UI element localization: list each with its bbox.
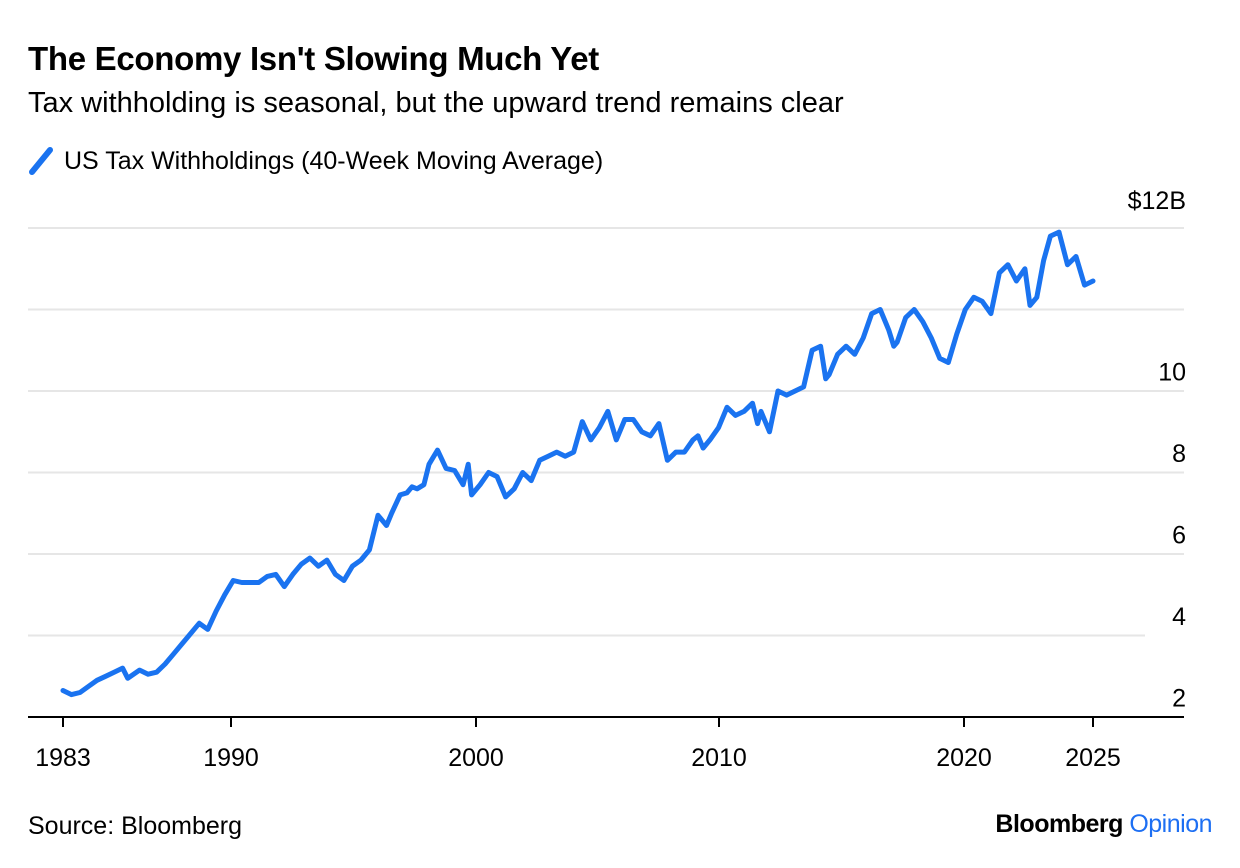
legend: US Tax Withholdings (40-Week Moving Aver… xyxy=(28,146,603,176)
legend-swatch-icon xyxy=(29,147,53,175)
x-tick-label: 1983 xyxy=(35,744,91,772)
x-tick-label: 2000 xyxy=(448,744,504,772)
y-tick-label: $12B xyxy=(1128,187,1186,215)
x-tick-label: 2010 xyxy=(691,744,747,772)
brand-suffix: Opinion xyxy=(1129,810,1212,838)
y-tick-label: 8 xyxy=(1172,440,1186,468)
x-tick-label: 2025 xyxy=(1065,744,1121,772)
source-note: Source: Bloomberg xyxy=(28,812,243,840)
x-tick-label: 2020 xyxy=(936,744,992,772)
brand-name: Bloomberg xyxy=(995,810,1123,838)
chart-subtitle: Tax withholding is seasonal, but the upw… xyxy=(28,87,844,119)
legend-label: US Tax Withholdings (40-Week Moving Aver… xyxy=(64,146,604,175)
series-line xyxy=(60,229,1096,698)
brand-logo: Bloomberg Opinion xyxy=(995,810,1212,839)
x-tick-label: 1990 xyxy=(203,744,259,772)
y-tick-label: 10 xyxy=(1158,359,1186,387)
y-tick-label: 6 xyxy=(1172,522,1186,550)
chart-title: The Economy Isn't Slowing Much Yet xyxy=(28,40,599,77)
y-tick-label: 2 xyxy=(1172,685,1186,713)
y-tick-label: 4 xyxy=(1172,603,1186,631)
